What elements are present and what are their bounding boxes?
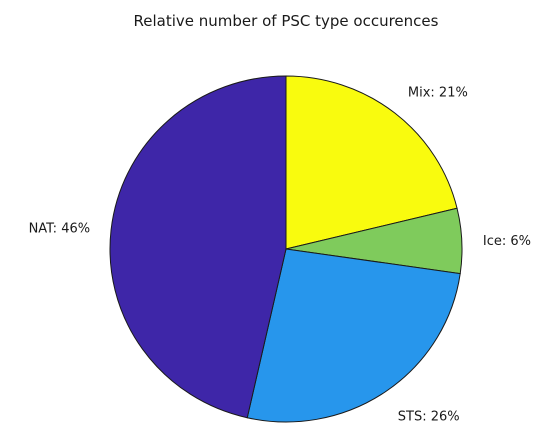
pie-labels: Mix: 21% Ice: 6% STS: 26% NAT: 46% <box>29 86 531 425</box>
pie-slices <box>109 75 463 423</box>
pie-slice-mix <box>285 75 458 250</box>
pie-label-ice: Ice: 6% <box>483 234 531 249</box>
chart-title: Relative number of PSC type occurences <box>134 12 439 30</box>
pie-slice-nat <box>109 75 287 419</box>
pie-slice-sts <box>246 248 461 423</box>
pie-label-mix: Mix: 21% <box>408 86 468 101</box>
pie-label-sts: STS: 26% <box>398 410 460 425</box>
pie-label-nat: NAT: 46% <box>29 222 91 237</box>
